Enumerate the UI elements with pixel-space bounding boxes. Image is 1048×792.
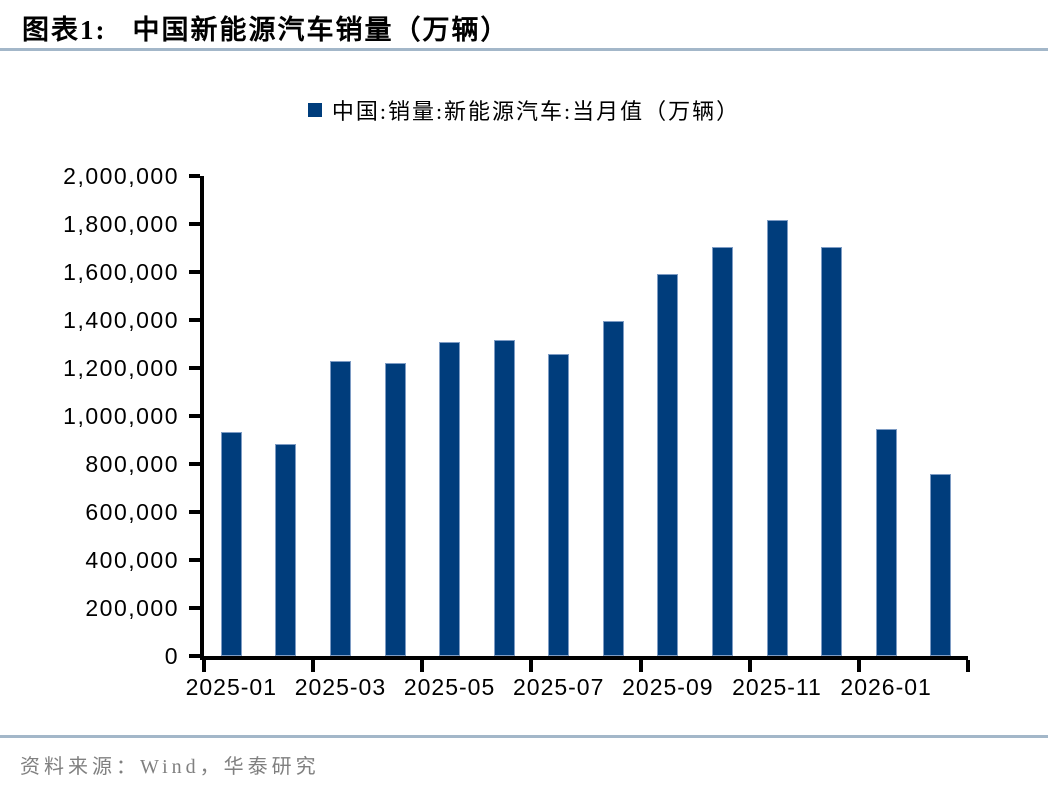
bar: [493, 339, 515, 656]
y-axis-label: 200,000: [85, 595, 179, 621]
y-axis-tick: [189, 174, 200, 178]
x-axis-label: 2025-11: [732, 674, 822, 700]
bar: [439, 342, 461, 656]
bar: [548, 354, 570, 656]
x-axis-label: 2025-07: [512, 674, 605, 700]
y-axis-label: 2,000,000: [63, 163, 179, 189]
bar: [275, 443, 297, 656]
x-axis-tick: [202, 660, 206, 672]
bar: [711, 246, 733, 656]
x-axis-tick: [311, 660, 316, 672]
bar: [384, 363, 406, 656]
y-axis-tick: [189, 606, 200, 610]
plot-area: 0 200,000 400,000 600,000 800,000 1,000,000 1,…: [63, 163, 970, 700]
y-axis-tick: [189, 414, 200, 418]
x-axis-tick: [529, 660, 534, 672]
legend-marker-icon: [307, 103, 322, 117]
y-axis-label: 0: [164, 643, 179, 669]
y-axis-tick: [189, 558, 200, 562]
bar: [329, 360, 351, 656]
x-axis-tick: [966, 660, 970, 672]
footer-divider: [0, 735, 1048, 738]
bar: [220, 431, 242, 656]
x-axis-tick: [420, 660, 425, 672]
y-axis-label: 1,600,000: [63, 259, 179, 285]
figure-number-label: 图表1:: [22, 15, 107, 45]
x-axis-label: 2026-01: [840, 674, 932, 700]
bar: [821, 246, 843, 656]
y-axis-tick: [189, 462, 200, 466]
x-axis-tick: [747, 660, 752, 672]
legend-label: 中国:销量:新能源汽车:当月值（万辆）: [331, 99, 741, 124]
y-axis-tick: [189, 366, 200, 370]
y-axis-label: 1,000,000: [63, 403, 179, 429]
y-axis-tick: [189, 222, 200, 226]
y-axis-tick: [189, 510, 200, 514]
footer-source: 资料来源：Wind，华泰研究: [20, 756, 320, 778]
x-axis-tick: [856, 660, 861, 672]
bar: [930, 474, 952, 656]
y-axis-tick: [189, 318, 200, 322]
bar: [602, 320, 624, 656]
y-axis-label: 600,000: [85, 499, 179, 525]
x-axis-tick: [638, 660, 643, 672]
y-axis-label: 1,400,000: [63, 307, 179, 333]
page-title: 图表1: 中国新能源汽车销量（万辆）: [22, 8, 1032, 47]
x-axis-label: 2025-03: [294, 674, 387, 700]
y-axis-label: 400,000: [85, 547, 179, 573]
x-axis-label: 2025-05: [403, 674, 496, 700]
y-axis-label: 1,800,000: [63, 211, 179, 237]
bar: [875, 429, 897, 656]
y-axis-label: 1,200,000: [63, 355, 179, 381]
title-underline: [0, 48, 1048, 51]
bar: [657, 273, 679, 656]
figure-title-text: 中国新能源汽车销量（万辆）: [132, 15, 510, 45]
y-axis-tick: [189, 654, 200, 658]
x-axis-label: 2025-01: [185, 674, 277, 700]
bar: [766, 219, 788, 656]
x-axis-label: 2025-09: [622, 674, 714, 700]
y-axis-label: 800,000: [85, 451, 179, 477]
legend: 中国:销量:新能源汽车:当月值（万辆）: [0, 94, 1048, 126]
y-axis-tick: [189, 270, 200, 274]
